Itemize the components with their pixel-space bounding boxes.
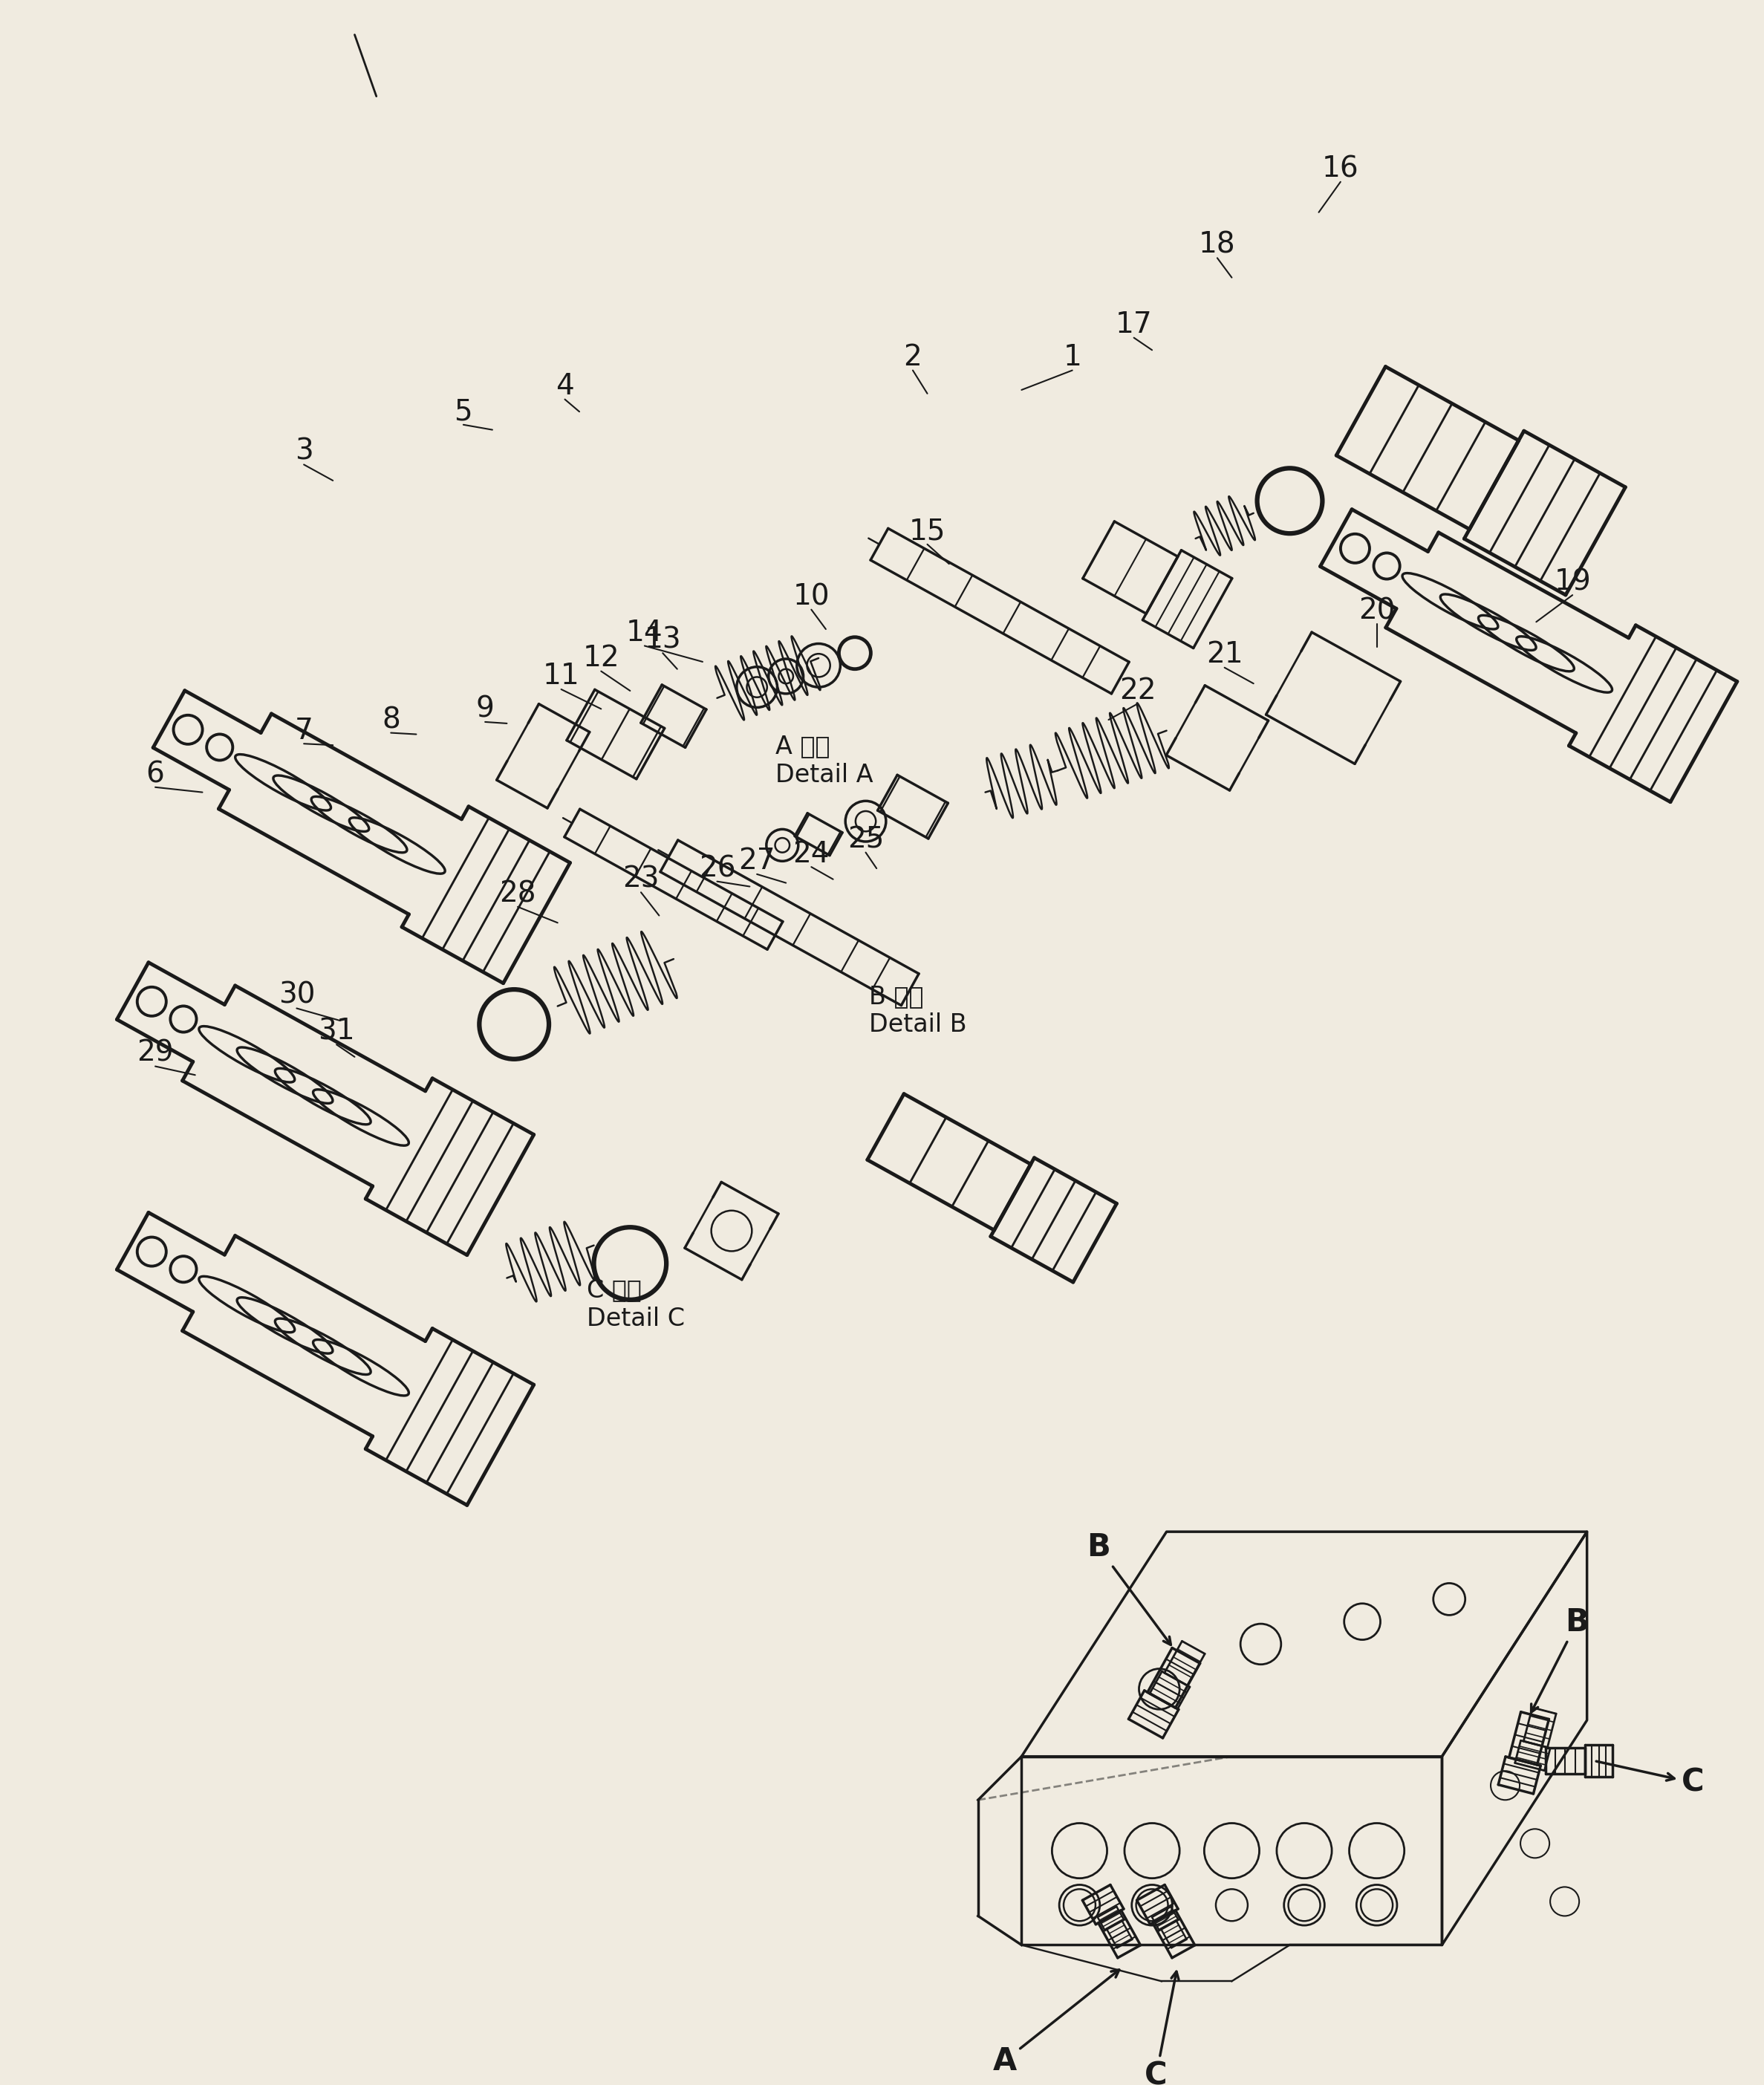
Text: 10: 10 bbox=[792, 582, 829, 611]
Text: 19: 19 bbox=[1554, 567, 1591, 596]
Text: 28: 28 bbox=[499, 880, 536, 907]
Text: 26: 26 bbox=[699, 855, 736, 882]
Text: A 詳細
Detail A: A 詳細 Detail A bbox=[774, 734, 873, 788]
Text: 12: 12 bbox=[582, 644, 619, 671]
Text: 21: 21 bbox=[1207, 640, 1244, 669]
Text: 18: 18 bbox=[1200, 231, 1237, 259]
Text: 14: 14 bbox=[626, 619, 663, 646]
Text: 7: 7 bbox=[295, 717, 314, 744]
Text: 2: 2 bbox=[903, 344, 923, 371]
Text: 9: 9 bbox=[476, 694, 494, 723]
Text: C 詳細
Detail C: C 詳細 Detail C bbox=[587, 1278, 684, 1330]
Text: 15: 15 bbox=[908, 517, 946, 546]
Text: 17: 17 bbox=[1115, 311, 1152, 338]
Text: 5: 5 bbox=[453, 398, 473, 425]
Text: B: B bbox=[1531, 1608, 1589, 1712]
Text: B: B bbox=[1087, 1532, 1171, 1645]
Text: 1: 1 bbox=[1064, 344, 1081, 371]
Text: 8: 8 bbox=[381, 705, 400, 734]
Text: 4: 4 bbox=[556, 373, 573, 400]
Text: 11: 11 bbox=[543, 663, 580, 690]
Text: 30: 30 bbox=[279, 982, 316, 1009]
Text: B 詳細
Detail B: B 詳細 Detail B bbox=[870, 984, 967, 1036]
Text: C: C bbox=[1596, 1762, 1704, 1797]
Text: 29: 29 bbox=[138, 1038, 173, 1068]
Text: A: A bbox=[993, 1970, 1118, 2077]
Text: 6: 6 bbox=[146, 761, 164, 788]
Text: 13: 13 bbox=[644, 626, 681, 655]
Text: 22: 22 bbox=[1118, 678, 1155, 705]
Text: 24: 24 bbox=[794, 840, 829, 867]
Text: 31: 31 bbox=[318, 1017, 355, 1045]
Text: 20: 20 bbox=[1358, 596, 1395, 625]
Text: 25: 25 bbox=[847, 826, 884, 853]
Text: C: C bbox=[1145, 1972, 1178, 2085]
Text: 27: 27 bbox=[739, 847, 776, 876]
Text: 23: 23 bbox=[623, 865, 660, 892]
Text: 16: 16 bbox=[1321, 154, 1358, 183]
Text: 3: 3 bbox=[295, 438, 312, 465]
